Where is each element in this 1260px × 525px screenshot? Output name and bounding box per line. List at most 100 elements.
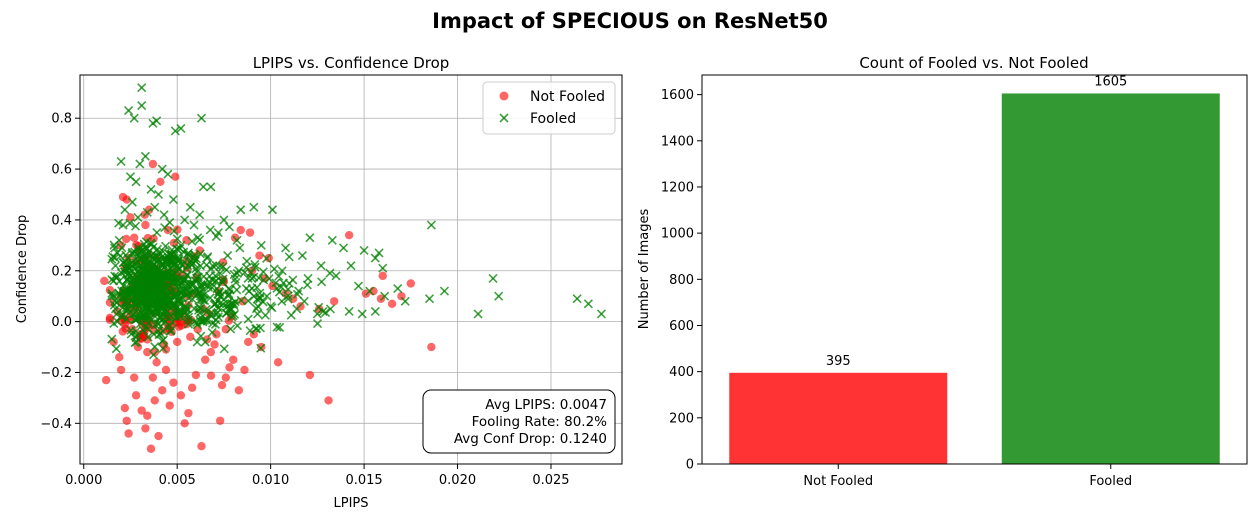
not-fooled-point [217,380,227,390]
fooled-point [202,315,212,325]
fooled-point [318,306,328,317]
fooled-point [175,306,185,316]
bar-y-axis-label: Number of Images [637,209,652,330]
fooled-point [221,265,232,275]
not-fooled-point [191,370,201,380]
fooled-point [127,197,137,207]
fooled-point [152,227,162,238]
not-fooled-point [100,276,109,286]
scatter-y-axis-label: Confidence Drop [15,215,30,324]
not-fooled-point [148,159,158,169]
not-fooled-point [115,353,124,362]
fooled-point [159,210,169,220]
fooled-point [167,301,177,311]
not-fooled-point [171,172,180,181]
bar-title: Count of Fooled vs. Not Fooled [859,54,1088,72]
fooled-point [151,279,161,289]
fooled-point [224,222,235,232]
fooled-point [111,344,121,354]
fooled-point [247,273,257,283]
stats-annotation: Avg LPIPS: 0.0047 Fooling Rate: 80.2% Av… [422,389,616,454]
scatter-x-tick-label: 0.025 [532,473,569,488]
fooled-point [353,281,364,291]
fooled-point [312,318,323,329]
fooled-point [116,311,126,322]
fooled-point [249,291,259,301]
fooled-point [110,304,121,314]
not-fooled-point [152,358,161,367]
fooled-point [193,233,203,243]
fooled-point [150,342,160,352]
fooled-point [249,202,259,212]
fooled-point [283,294,293,304]
fooled-point [303,273,313,283]
fooled-point [139,309,149,319]
fooled-point [158,343,168,353]
fooled-point [312,309,322,319]
fooled-point [256,240,266,250]
fooled-point [206,182,216,192]
fooled-point [277,266,287,276]
fooled-point [424,294,435,304]
scatter-y-tick-label: 0.4 [51,213,72,228]
fooled-point [124,298,134,308]
scatter-x-axis-label: LPIPS [333,496,368,511]
fooled-point [158,326,168,336]
fooled-point [250,259,260,270]
fooled-point [284,252,294,262]
bar-not-fooled [729,372,948,464]
fooled-point [320,307,331,318]
not-fooled-point [187,383,197,392]
bar-series: 395 1605 [729,74,1220,464]
fooled-point [198,295,208,305]
fooled-point [124,106,134,116]
not-fooled-point [361,289,371,298]
bar-value-label: 395 [826,354,851,369]
fooled-point [148,350,159,360]
not-fooled-point [344,230,354,240]
fooled-point [112,248,122,258]
fooled-point [274,287,285,297]
fooled-point [183,248,193,258]
fooled-point [187,236,197,246]
fooled-point [190,250,200,260]
fooled-point [196,113,207,123]
fooled-point [218,274,228,284]
not-fooled-point [212,330,221,339]
not-fooled-point [184,408,193,418]
fooled-point [213,228,223,238]
not-fooled-point [255,251,264,260]
fooled-point [116,156,126,167]
not-fooled-point [150,396,159,405]
fooled-point [137,100,147,111]
fooled-point [146,184,156,194]
not-fooled-point [201,355,210,364]
fooled-point [118,220,128,230]
fooled-point [123,274,133,284]
not-fooled-point [158,386,167,395]
fooled-point [264,274,274,284]
fooled-point [136,252,146,262]
fooled-point [129,309,139,319]
fooled-point [267,205,278,215]
bar-value-label: 1605 [1094,74,1127,89]
scatter-legend: Not Fooled Fooled [482,81,616,135]
fooled-point [151,308,161,318]
fooled-point [174,255,184,265]
fooled-point [143,332,153,342]
fooled-point [130,338,140,348]
fooled-point [133,212,143,222]
not-fooled-point [165,401,174,410]
fooled-point [185,202,195,212]
fooled-point [231,277,241,288]
fooled-point [166,311,177,321]
fooled-point [269,264,279,274]
fooled-point [132,330,142,340]
fooled-point [192,337,202,347]
legend-not-fooled-marker [499,91,509,101]
not-fooled-point [186,332,195,342]
not-fooled-point [206,371,216,380]
fooled-point [357,309,367,319]
fooled-point [112,317,122,327]
fooled-point [131,260,141,270]
